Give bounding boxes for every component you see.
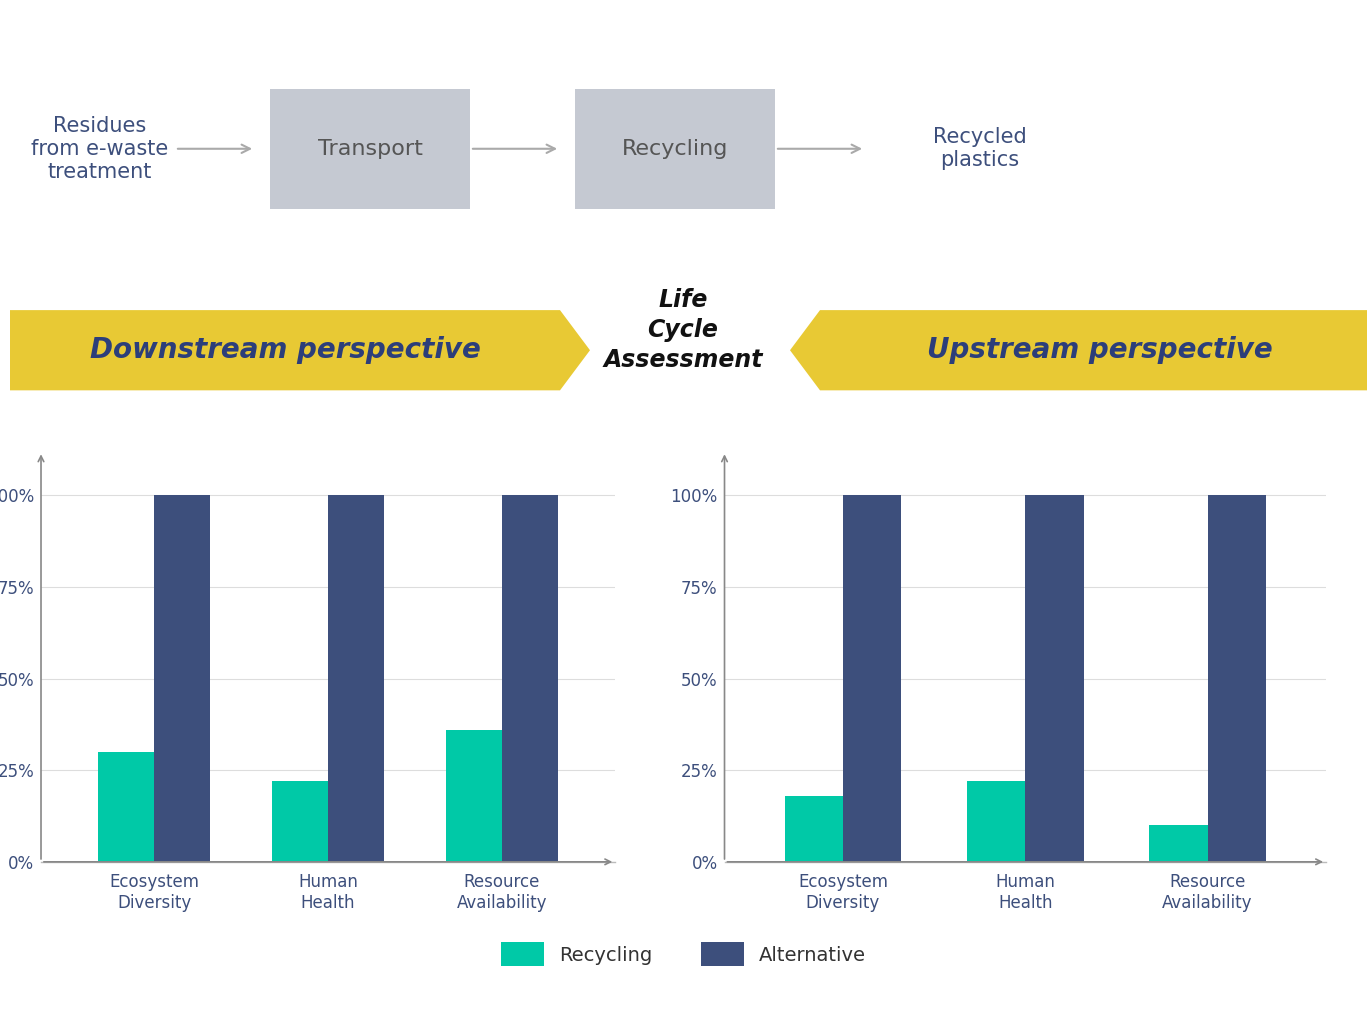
FancyBboxPatch shape	[271, 88, 470, 209]
Bar	[502, 496, 558, 862]
Bar	[1025, 496, 1084, 862]
Text: Downstream perspective: Downstream perspective	[90, 337, 480, 364]
Polygon shape	[10, 310, 591, 390]
Text: Life
Cycle
Assessment: Life Cycle Assessment	[603, 288, 763, 371]
Bar	[1207, 496, 1266, 862]
Text: Recycling: Recycling	[622, 139, 729, 159]
Bar	[98, 752, 154, 862]
Bar	[843, 496, 901, 862]
Text: Recycled
plastics: Recycled plastics	[934, 127, 1027, 170]
Bar	[328, 496, 384, 862]
Legend: Recycling, Alternative: Recycling, Alternative	[481, 922, 886, 986]
Bar	[785, 796, 843, 862]
Bar	[272, 781, 328, 862]
Bar	[966, 781, 1025, 862]
Polygon shape	[790, 310, 1367, 390]
Text: Upstream perspective: Upstream perspective	[927, 337, 1273, 364]
Bar	[447, 729, 502, 862]
Bar	[1150, 825, 1207, 862]
FancyBboxPatch shape	[576, 88, 775, 209]
Text: Residues
from e-waste
treatment: Residues from e-waste treatment	[31, 116, 168, 182]
Bar	[154, 496, 209, 862]
Text: Transport: Transport	[317, 139, 422, 159]
